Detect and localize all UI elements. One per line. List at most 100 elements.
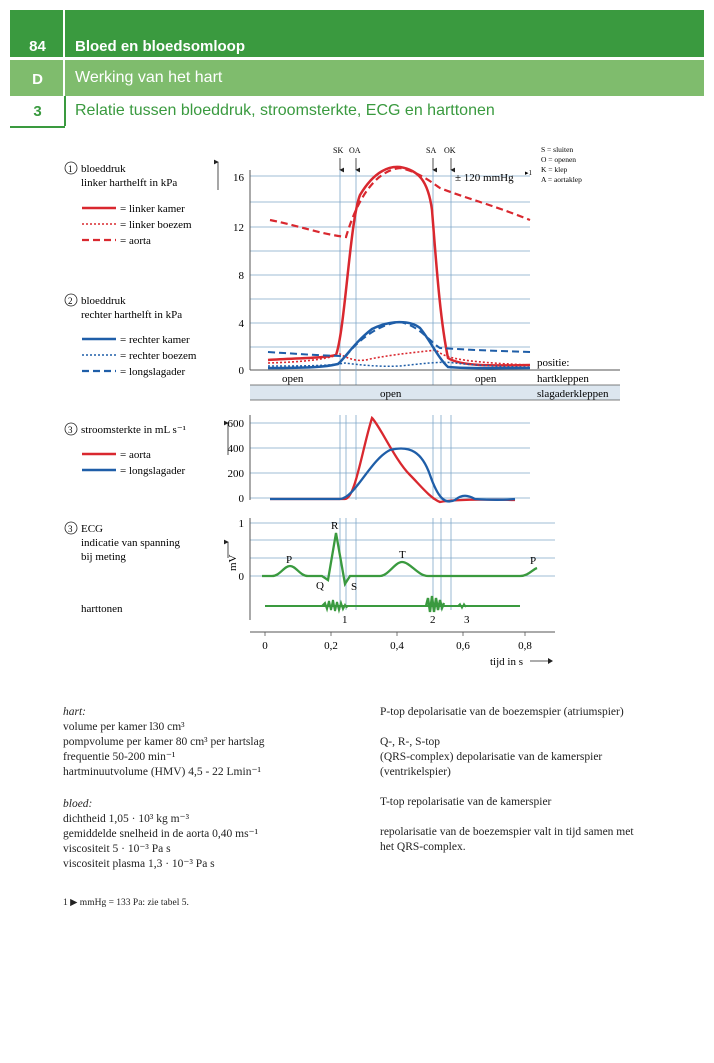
curve-pulmonary-flow: [270, 447, 516, 503]
hart-line-1: volume per kamer l30 cm³: [63, 721, 185, 733]
heart-sound-marker-3: 3: [464, 614, 470, 626]
curve-aorta-flow: [270, 415, 516, 504]
qrs-line-2: (QRS-complex) depolarisatie van de kamer…: [380, 751, 603, 763]
section-header: D Werking van het hart: [10, 60, 704, 96]
curve-left-atrium-pressure: [267, 349, 531, 366]
flow-y-200: 200: [228, 468, 245, 480]
panel4-title-1: ECG: [81, 523, 103, 535]
panel3-label: 3 stroomsterkte in mL s⁻¹ = aorta = long…: [64, 422, 186, 477]
mmhg-annotation: ± 120 mmHg: [455, 172, 514, 184]
hartkleppen-open-right: open: [475, 373, 497, 385]
curve-right-ventricle-pressure: [267, 320, 531, 370]
x-tick-06: 0,6: [456, 640, 470, 652]
panel2-label: 2 bloeddruk rechter harthelft in kPa: [64, 293, 182, 321]
legend-rechter-kamer: = rechter kamer: [120, 334, 190, 346]
pressure-gridlines: [250, 175, 530, 348]
legend-flow-aorta: = aorta: [120, 449, 151, 461]
legend-rechter-boezem: = rechter boezem: [120, 350, 197, 362]
slagaderkleppen-open: open: [380, 388, 402, 400]
panel4-title-3: bij meting: [81, 551, 126, 563]
page-number: 84: [29, 38, 46, 55]
ecg-panel: 1 0 mV P Q R S T P: [224, 518, 555, 620]
t-top-text: T-top repolarisatie van de kamerspier: [380, 796, 552, 808]
panel2-title-1: bloeddruk: [81, 295, 126, 307]
x-tick-08: 0,8: [518, 640, 532, 652]
p-top-text: P-top depolarisatie van de boezemspier (…: [380, 706, 624, 718]
heart-sounds: harttonen 1 2 3: [81, 595, 520, 626]
panel1-label: 1 bloeddruk linker harthelft in kPa: [64, 159, 219, 190]
flow-y-0: 0: [239, 493, 245, 505]
key-a: A = aortaklep: [541, 175, 582, 184]
slagaderkleppen-label: slagaderkleppen: [537, 388, 609, 400]
heart-sound-3: [457, 602, 467, 610]
ecg-ylabel: mV: [227, 554, 239, 571]
x-tick-04: 0,4: [390, 640, 404, 652]
footnote-marker: ▸1: [525, 169, 533, 177]
curve-left-ventricle-pressure: [267, 165, 531, 367]
panel2-legend: = rechter kamer = rechter boezem = longs…: [82, 334, 197, 378]
curve-right-atrium-pressure: [267, 361, 531, 368]
heart-sound-2: [424, 595, 446, 613]
bloed-line-1: dichtheid 1,05 · 10³ kg m⁻³: [63, 813, 190, 825]
section-letter: D: [32, 71, 43, 88]
y-tick-12: 12: [233, 222, 244, 234]
hart-line-2: pompvolume per kamer 80 cm³ per hartslag: [63, 736, 265, 748]
y-tick-0: 0: [239, 365, 245, 377]
key-o: O = openen: [541, 155, 576, 164]
subsection-header: 3 Relatie tussen bloeddruk, stroomsterkt…: [10, 96, 704, 126]
repol-line-1: repolarisatie van de boezemspier valt in…: [380, 826, 634, 838]
ecg-wave-s: S: [351, 581, 357, 593]
bloed-line-2: gemiddelde snelheid in de aorta 0,40 ms⁻…: [63, 828, 259, 840]
valve-event-sa: SA: [426, 146, 436, 155]
panel1-legend: = linker kamer = linker boezem = aorta: [82, 203, 192, 247]
flow-y-400: 400: [228, 443, 245, 455]
ecg-wave-t: T: [399, 549, 406, 561]
qrs-line-3: (ventrikelspier): [380, 766, 451, 778]
heart-sound-marker-2: 2: [430, 614, 436, 626]
ecg-y-1: 1: [239, 518, 245, 530]
abbreviation-key: S = sluiten O = openen K = klep A = aort…: [541, 145, 582, 184]
panel1-title-1: bloeddruk: [81, 163, 126, 175]
slagaderkleppen-band: [250, 385, 620, 400]
subsection-title: Relatie tussen bloeddruk, stroomsterkte,…: [75, 102, 495, 119]
x-axis-label: tijd in s: [490, 656, 523, 668]
heart-sound-1: [321, 599, 348, 614]
heart-sound-marker-1: 1: [342, 614, 348, 626]
ecg-wave-p1: P: [286, 554, 292, 566]
pressure-panel: 16 12 8 4 0 ± 120 mmHg ▸1 positie: hartk…: [233, 165, 620, 401]
y-tick-16: 16: [233, 172, 245, 184]
harttonen-label: harttonen: [81, 603, 123, 615]
ecg-wave-p2: P: [530, 555, 536, 567]
legend-linker-boezem: = linker boezem: [120, 219, 192, 231]
valve-event-sk: SK: [333, 146, 343, 155]
y-tick-8: 8: [239, 270, 245, 282]
hart-facts: hart: volume per kamer l30 cm³ pompvolum…: [63, 705, 264, 780]
x-tick-0: 0: [262, 640, 268, 652]
footnote: 1 ▶ mmHg = 133 Pa: zie tabel 5.: [63, 898, 189, 908]
panel4-label: 3 ECG indicatie van spanning bij meting: [64, 521, 180, 563]
legend-flow-longslagader: = longslagader: [120, 465, 185, 477]
legend-linker-kamer: = linker kamer: [120, 203, 185, 215]
flow-panel: 600 400 200 0: [224, 415, 530, 505]
time-axis: 0 0,2 0,4 0,6 0,8 tijd in s: [250, 631, 555, 668]
flow-y-600: 600: [228, 418, 245, 430]
svg-text:1: 1: [68, 164, 73, 174]
repol-line-2: het QRS-complex.: [380, 841, 466, 853]
ecg-wave-r: R: [331, 520, 339, 532]
positie-label: positie:: [537, 357, 569, 369]
cardiac-cycle-figure: SK OA SA OK S = sluiten O = openen K = k…: [64, 145, 620, 668]
hartkleppen-label: hartkleppen: [537, 373, 589, 385]
legend-aorta: = aorta: [120, 235, 151, 247]
subsection-divider: [64, 96, 66, 126]
valve-event-oa: OA: [349, 146, 361, 155]
curve-ecg: [262, 532, 538, 588]
panel2-title-2: rechter harthelft in kPa: [81, 309, 182, 321]
key-k: K = klep: [541, 165, 568, 174]
svg-text:3: 3: [68, 524, 73, 534]
chapter-title: Bloed en bloedsomloop: [75, 38, 246, 55]
x-tick-02: 0,2: [324, 640, 338, 652]
curve-pulmonary-artery-pressure: [267, 320, 531, 358]
bloed-line-4: viscositeit plasma 1,3 · 10⁻³ Pa s: [63, 858, 215, 870]
ecg-y-0: 0: [239, 571, 245, 583]
bloed-title: bloed:: [63, 798, 93, 810]
